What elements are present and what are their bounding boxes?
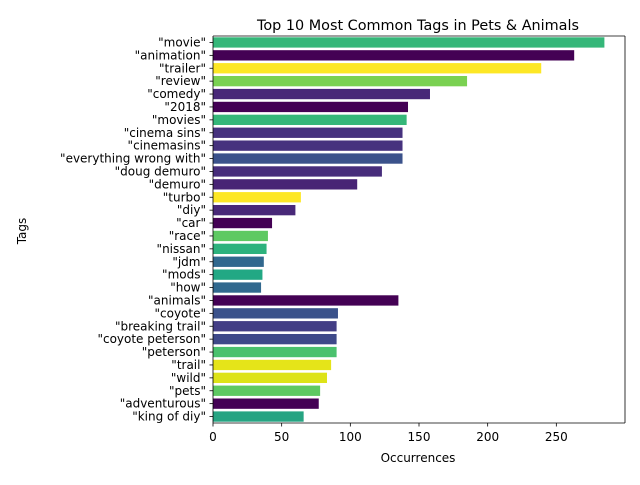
y-tick-label: "demuro" xyxy=(149,177,206,191)
x-tick-label: 0 xyxy=(209,430,217,444)
bar xyxy=(213,179,358,190)
y-tick-label: "animals" xyxy=(148,293,206,307)
bar xyxy=(213,217,273,229)
bar xyxy=(213,411,304,422)
y-tick-label: "review" xyxy=(155,74,206,88)
y-tick-label: "peterson" xyxy=(142,345,206,359)
y-axis-label: Tags xyxy=(15,218,29,246)
y-tick-label: "breaking trail" xyxy=(115,319,206,333)
y-tick-label: "mods" xyxy=(162,268,206,282)
bar xyxy=(213,88,430,100)
x-tick-label: 150 xyxy=(408,430,431,444)
y-tick-label: "cinema sins" xyxy=(124,126,206,140)
bar xyxy=(213,127,403,138)
y-tick-label: "trail" xyxy=(171,358,206,372)
y-tick-label: "pets" xyxy=(169,384,206,398)
y-tick-label: "turbo" xyxy=(163,190,206,204)
bar xyxy=(213,230,268,242)
y-tick-label: "comedy" xyxy=(147,87,206,101)
bar xyxy=(213,166,382,177)
bar xyxy=(213,153,403,164)
bar xyxy=(213,256,264,267)
bar xyxy=(213,308,338,319)
y-tick-label: "doug demuro" xyxy=(115,164,206,178)
y-tick-label: "car" xyxy=(176,216,206,230)
y-tick-labels: "movie""animation""trailer""review""come… xyxy=(60,35,213,424)
bar xyxy=(213,282,262,293)
y-tick-label: "movie" xyxy=(158,35,206,49)
bar xyxy=(213,385,321,396)
chart-title: Top 10 Most Common Tags in Pets & Animal… xyxy=(256,18,579,34)
x-axis-label: Occurrences xyxy=(381,451,456,465)
bar xyxy=(213,295,399,306)
bar xyxy=(213,269,263,280)
y-tick-label: "movies" xyxy=(152,113,206,127)
y-tick-label: "2018" xyxy=(164,100,206,114)
bar xyxy=(213,114,407,126)
y-tick-label: "trailer" xyxy=(159,61,206,75)
bar xyxy=(213,140,403,151)
x-tick-label: 100 xyxy=(339,430,362,444)
bar xyxy=(213,101,409,113)
x-tick-label: 200 xyxy=(476,430,499,444)
y-tick-label: "jdm" xyxy=(172,255,206,269)
bar xyxy=(213,398,319,409)
bar xyxy=(213,75,468,87)
bar xyxy=(213,50,575,61)
y-tick-label: "diy" xyxy=(177,203,206,217)
bar xyxy=(213,243,267,255)
bars-group xyxy=(213,37,605,422)
y-tick-label: "nissan" xyxy=(157,242,206,256)
y-tick-label: "wild" xyxy=(171,371,206,385)
y-tick-label: "king of diy" xyxy=(132,410,206,424)
x-ticks: 0 50 100 150 200 250 xyxy=(209,423,568,444)
y-tick-label: "how" xyxy=(170,281,206,295)
y-tick-label: "coyote" xyxy=(154,306,206,320)
bar xyxy=(213,333,337,345)
bar xyxy=(213,204,296,216)
bar xyxy=(213,372,327,384)
bar xyxy=(213,359,332,371)
y-tick-label: "everything wrong with" xyxy=(60,152,206,166)
y-tick-label: "race" xyxy=(169,229,206,243)
y-tick-label: "animation" xyxy=(135,48,206,62)
bar xyxy=(213,192,301,203)
y-tick-label: "adventurous" xyxy=(120,397,206,411)
bar xyxy=(213,346,337,358)
bar xyxy=(213,37,605,48)
x-tick-label: 250 xyxy=(545,430,568,444)
x-tick-label: 50 xyxy=(274,430,289,444)
bar xyxy=(213,321,337,332)
y-tick-label: "coyote peterson" xyxy=(97,332,206,346)
y-tick-label: "cinemasins" xyxy=(128,139,206,153)
bar xyxy=(213,63,542,74)
